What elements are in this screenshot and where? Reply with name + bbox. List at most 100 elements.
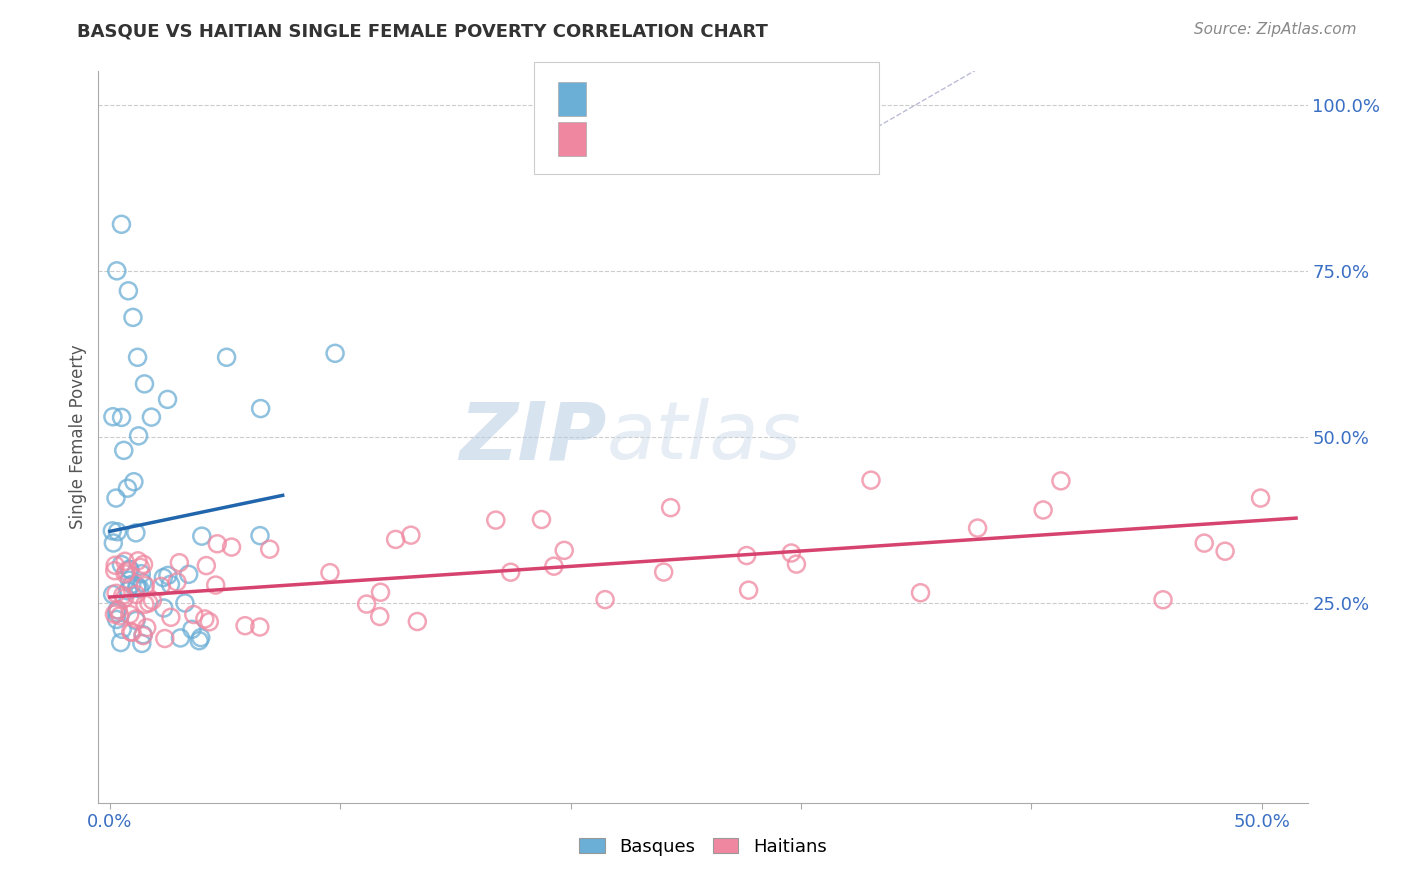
Text: Source: ZipAtlas.com: Source: ZipAtlas.com bbox=[1194, 22, 1357, 37]
Point bbox=[1250, 491, 1272, 505]
Point bbox=[110, 410, 132, 425]
Point bbox=[190, 631, 212, 645]
Point bbox=[169, 556, 191, 570]
Point bbox=[153, 632, 176, 646]
Point bbox=[1050, 474, 1073, 488]
Point bbox=[128, 582, 150, 596]
Point bbox=[174, 596, 197, 610]
Point bbox=[780, 546, 803, 560]
Point bbox=[115, 565, 138, 579]
Point bbox=[215, 351, 238, 365]
Point bbox=[399, 528, 422, 542]
Point bbox=[249, 401, 271, 416]
Point bbox=[134, 376, 156, 391]
Point bbox=[191, 529, 214, 543]
Point bbox=[966, 521, 988, 535]
Point bbox=[323, 346, 346, 360]
Point bbox=[499, 565, 522, 579]
Point bbox=[859, 473, 882, 487]
Point bbox=[485, 513, 508, 527]
Point bbox=[553, 543, 575, 558]
Point bbox=[114, 591, 136, 606]
Point bbox=[131, 636, 153, 650]
Point bbox=[114, 554, 136, 568]
Point bbox=[152, 601, 174, 615]
Point bbox=[103, 536, 125, 550]
Point bbox=[127, 554, 149, 568]
Point bbox=[132, 629, 155, 643]
Point bbox=[114, 566, 136, 581]
Point bbox=[110, 558, 132, 572]
Point bbox=[129, 566, 152, 581]
Point bbox=[104, 491, 127, 505]
Point bbox=[659, 500, 682, 515]
Point bbox=[122, 475, 145, 489]
Point bbox=[149, 579, 172, 593]
Point bbox=[135, 621, 157, 635]
Point bbox=[370, 585, 392, 599]
Point bbox=[160, 610, 183, 624]
Point bbox=[131, 575, 153, 590]
Point bbox=[134, 597, 156, 611]
Text: R = 0.494   N = 54: R = 0.494 N = 54 bbox=[603, 85, 773, 103]
Point bbox=[156, 568, 179, 582]
Point bbox=[125, 614, 148, 628]
Point bbox=[111, 623, 134, 637]
Point bbox=[249, 528, 271, 542]
Point bbox=[105, 606, 128, 620]
Point bbox=[127, 351, 149, 365]
Text: BASQUE VS HAITIAN SINGLE FEMALE POVERTY CORRELATION CHART: BASQUE VS HAITIAN SINGLE FEMALE POVERTY … bbox=[77, 22, 768, 40]
Point bbox=[117, 481, 139, 495]
Point bbox=[125, 581, 148, 595]
Point bbox=[132, 628, 155, 642]
Point bbox=[125, 588, 148, 602]
Point bbox=[101, 587, 124, 601]
Text: ZIP: ZIP bbox=[458, 398, 606, 476]
Point bbox=[125, 612, 148, 626]
Point bbox=[138, 596, 160, 610]
Point bbox=[166, 574, 188, 589]
Point bbox=[118, 563, 141, 577]
Y-axis label: Single Female Poverty: Single Female Poverty bbox=[69, 345, 87, 529]
Point bbox=[194, 612, 217, 626]
Point bbox=[112, 443, 135, 458]
Point bbox=[141, 593, 163, 607]
Point bbox=[204, 578, 226, 592]
Text: atlas: atlas bbox=[606, 398, 801, 476]
Point bbox=[111, 589, 134, 603]
Point bbox=[108, 608, 131, 623]
Point bbox=[110, 217, 132, 231]
Point bbox=[785, 557, 807, 571]
Point bbox=[319, 566, 342, 580]
Point bbox=[183, 607, 205, 622]
Text: R = 0.367   N = 68: R = 0.367 N = 68 bbox=[603, 125, 773, 143]
Point bbox=[122, 310, 145, 325]
Point bbox=[101, 409, 124, 424]
Point bbox=[107, 524, 129, 539]
Point bbox=[159, 577, 181, 591]
Point bbox=[910, 586, 932, 600]
Point bbox=[1152, 592, 1174, 607]
Point bbox=[118, 562, 141, 576]
Point bbox=[221, 540, 243, 554]
Point bbox=[125, 525, 148, 540]
Point bbox=[198, 615, 221, 629]
Point bbox=[121, 577, 143, 591]
Point bbox=[105, 603, 128, 617]
Point bbox=[1213, 544, 1236, 558]
Point bbox=[121, 625, 143, 640]
Point bbox=[141, 410, 163, 425]
Point bbox=[233, 618, 256, 632]
Point bbox=[125, 579, 148, 593]
Point bbox=[129, 560, 152, 574]
Point bbox=[110, 635, 132, 649]
Point bbox=[207, 537, 229, 551]
Point bbox=[117, 583, 139, 598]
Point bbox=[105, 612, 128, 626]
Point bbox=[543, 559, 565, 574]
Point bbox=[384, 533, 406, 547]
Point bbox=[1192, 536, 1215, 550]
Point bbox=[134, 579, 156, 593]
Point bbox=[737, 583, 759, 598]
Point bbox=[107, 603, 129, 617]
